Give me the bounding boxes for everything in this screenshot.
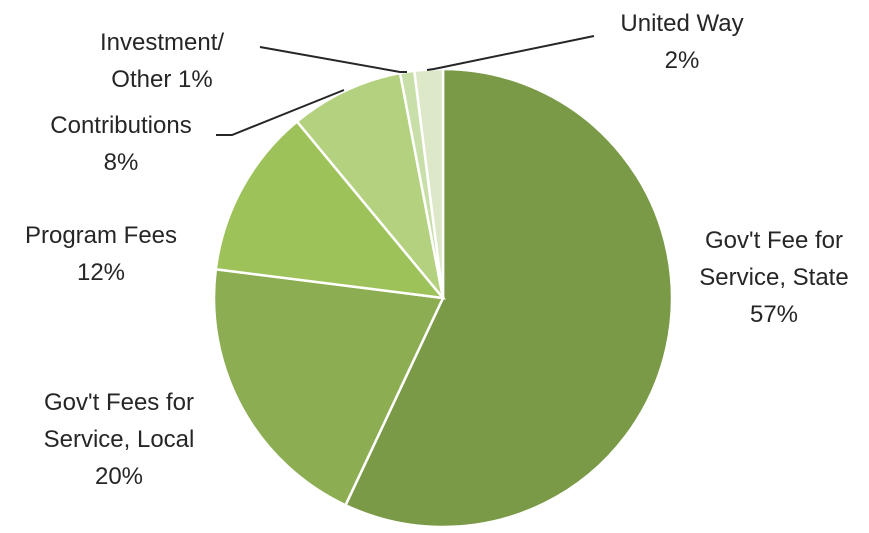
slice-label-line: Other 1% xyxy=(111,66,212,93)
leader-line-united-way xyxy=(426,35,595,71)
slice-label-contributions: Contributions 8% xyxy=(50,112,191,176)
slice-label-line: United Way xyxy=(620,10,743,37)
slice-percent: 2% xyxy=(665,47,700,74)
slice-percent: 20% xyxy=(95,463,143,490)
leader-lines xyxy=(216,35,595,136)
pie-slice-gov-t-fee-for-service-state xyxy=(343,67,674,529)
pie-slice-program-fees xyxy=(214,119,446,300)
leader-line-contributions xyxy=(216,89,345,136)
pie-slice-contributions xyxy=(295,71,445,299)
slice-label-line: Service, State xyxy=(699,264,848,291)
slice-label-investment-other: Investment/Other 1% xyxy=(100,29,224,93)
pie-slices xyxy=(212,67,674,529)
slice-percent: 8% xyxy=(104,149,139,176)
slice-label-program-fees: Program Fees 12% xyxy=(25,222,177,286)
slice-label-line: Gov't Fees for xyxy=(44,389,194,416)
slice-labels: Gov't Fee for Service, State 57% Gov't Fees… xyxy=(25,10,849,490)
slice-label-line: Gov't Fee for xyxy=(705,227,843,254)
leader-line-investment-other xyxy=(259,46,407,73)
slice-percent: 57% xyxy=(750,301,798,328)
slice-label-gov-t-fees-for-service-local: Gov't Fees for Service, Local 20% xyxy=(44,389,195,490)
pie-slice-gov-t-fees-for-service-local xyxy=(212,267,445,507)
slice-label-line: Program Fees xyxy=(25,222,177,249)
slice-percent: 12% xyxy=(77,259,125,286)
slice-label-united-way: United Way 2% xyxy=(620,10,743,74)
slice-label-line: Investment/ xyxy=(100,29,224,56)
slice-label-line: Service, Local xyxy=(44,426,195,453)
slice-label-line: Contributions xyxy=(50,112,191,139)
slice-label-gov-t-fee-for-service-state: Gov't Fee for Service, State 57% xyxy=(699,227,848,328)
